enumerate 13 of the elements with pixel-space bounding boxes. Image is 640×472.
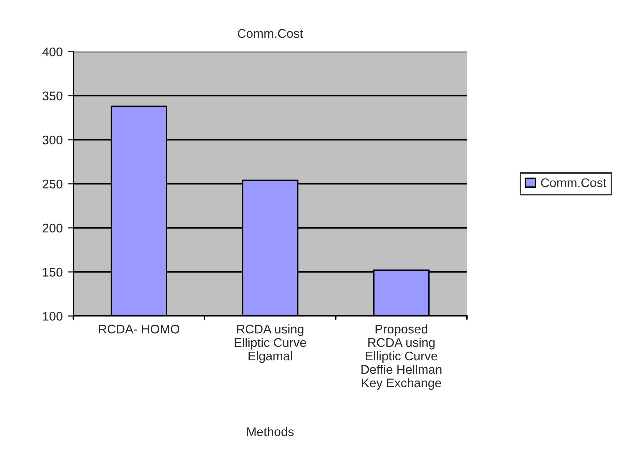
x-tick-label: Proposed RCDA using Elliptic Curve Deffie Hellman Key Exchange (362, 324, 442, 390)
y-tick-label: 150 (43, 268, 63, 277)
y-tick-label: 250 (42, 180, 63, 189)
y-tick-label: 100 (43, 312, 63, 321)
chart-title: Comm.Cost (238, 29, 304, 38)
y-tick-label: 200 (42, 224, 63, 233)
y-tick-label: 350 (42, 92, 63, 101)
y-tick-label: 300 (42, 136, 63, 145)
x-tick-label: RCDA using Elliptic Curve Elgamal (234, 324, 306, 364)
y-tick-label: 400 (42, 48, 63, 57)
legend-label: Comm.Cost (541, 178, 607, 188)
x-tick-label: RCDA- HOMO (99, 324, 180, 334)
x-axis-title: Methods (247, 427, 294, 436)
